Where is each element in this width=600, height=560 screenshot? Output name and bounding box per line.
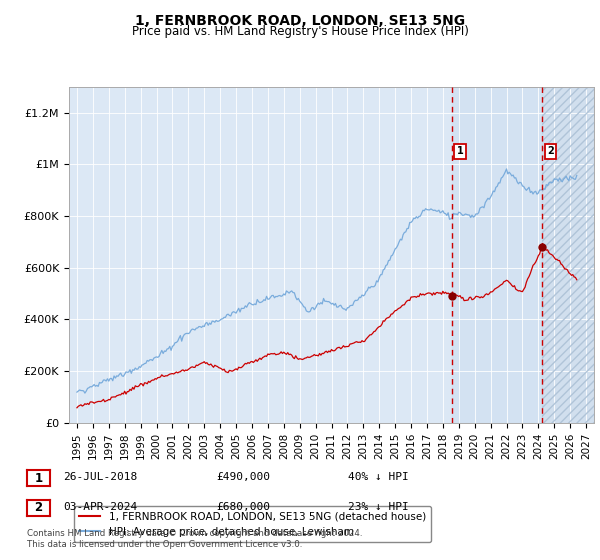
Text: 03-APR-2024: 03-APR-2024 (63, 502, 137, 512)
Text: Price paid vs. HM Land Registry's House Price Index (HPI): Price paid vs. HM Land Registry's House … (131, 25, 469, 38)
Text: £680,000: £680,000 (216, 502, 270, 512)
Text: 40% ↓ HPI: 40% ↓ HPI (348, 472, 409, 482)
Text: 2: 2 (547, 146, 554, 156)
Bar (452, 87, 542, 423)
Text: 1: 1 (34, 472, 43, 485)
Text: Contains HM Land Registry data © Crown copyright and database right 2024.
This d: Contains HM Land Registry data © Crown c… (27, 529, 362, 549)
Text: 2: 2 (34, 501, 43, 515)
Text: 26-JUL-2018: 26-JUL-2018 (63, 472, 137, 482)
Bar (542, 87, 594, 423)
Text: 23% ↓ HPI: 23% ↓ HPI (348, 502, 409, 512)
Text: £490,000: £490,000 (216, 472, 270, 482)
Legend: 1, FERNBROOK ROAD, LONDON, SE13 5NG (detached house), HPI: Average price, detach: 1, FERNBROOK ROAD, LONDON, SE13 5NG (det… (74, 506, 431, 542)
Bar (542, 87, 594, 423)
Text: 1: 1 (457, 146, 463, 156)
Text: 1, FERNBROOK ROAD, LONDON, SE13 5NG: 1, FERNBROOK ROAD, LONDON, SE13 5NG (135, 14, 465, 28)
